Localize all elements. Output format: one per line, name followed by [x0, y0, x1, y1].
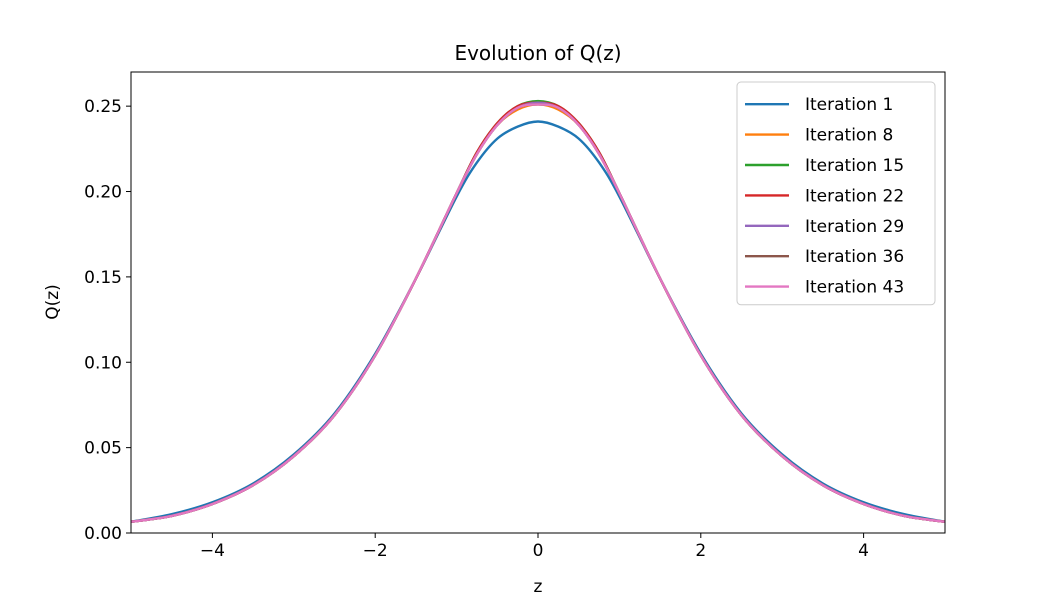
legend-label: Iteration 22	[805, 186, 904, 206]
series-line-7	[131, 103, 945, 523]
legend-label: Iteration 1	[805, 95, 893, 115]
legend-label: Iteration 43	[805, 278, 904, 298]
x-axis: −4 −2 0 2 4	[200, 533, 869, 561]
legend: Iteration 1 Iteration 8 Iteration 15 Iterat…	[736, 81, 936, 306]
y-tick-label: 0.15	[84, 268, 122, 288]
series-line-1	[131, 120, 945, 523]
y-tick-label: 0.25	[84, 97, 122, 117]
legend-label: Iteration 29	[805, 217, 904, 237]
x-axis-title: z	[534, 577, 543, 597]
chart-title: Evolution of Q(z)	[454, 41, 621, 65]
legend-label: Iteration 36	[805, 247, 904, 267]
legend-label: Iteration 15	[805, 156, 904, 176]
y-tick-label: 0.20	[84, 183, 122, 203]
x-tick-label: −4	[200, 541, 225, 561]
legend-label: Iteration 8	[805, 126, 893, 146]
y-tick-label: 0.10	[84, 353, 122, 373]
x-tick-label: 0	[533, 541, 544, 561]
x-tick-label: 2	[695, 541, 706, 561]
x-tick-label: 4	[858, 541, 869, 561]
legend-frame	[736, 81, 936, 306]
y-tick-label: 0.05	[84, 439, 122, 459]
y-tick-label: 0.00	[84, 524, 122, 544]
x-tick-label: −2	[363, 541, 388, 561]
y-axis: 0.00 0.05 0.10 0.15 0.20 0.25	[84, 97, 131, 544]
y-axis-title: Q(z)	[43, 284, 63, 320]
series-layer	[131, 99, 945, 523]
